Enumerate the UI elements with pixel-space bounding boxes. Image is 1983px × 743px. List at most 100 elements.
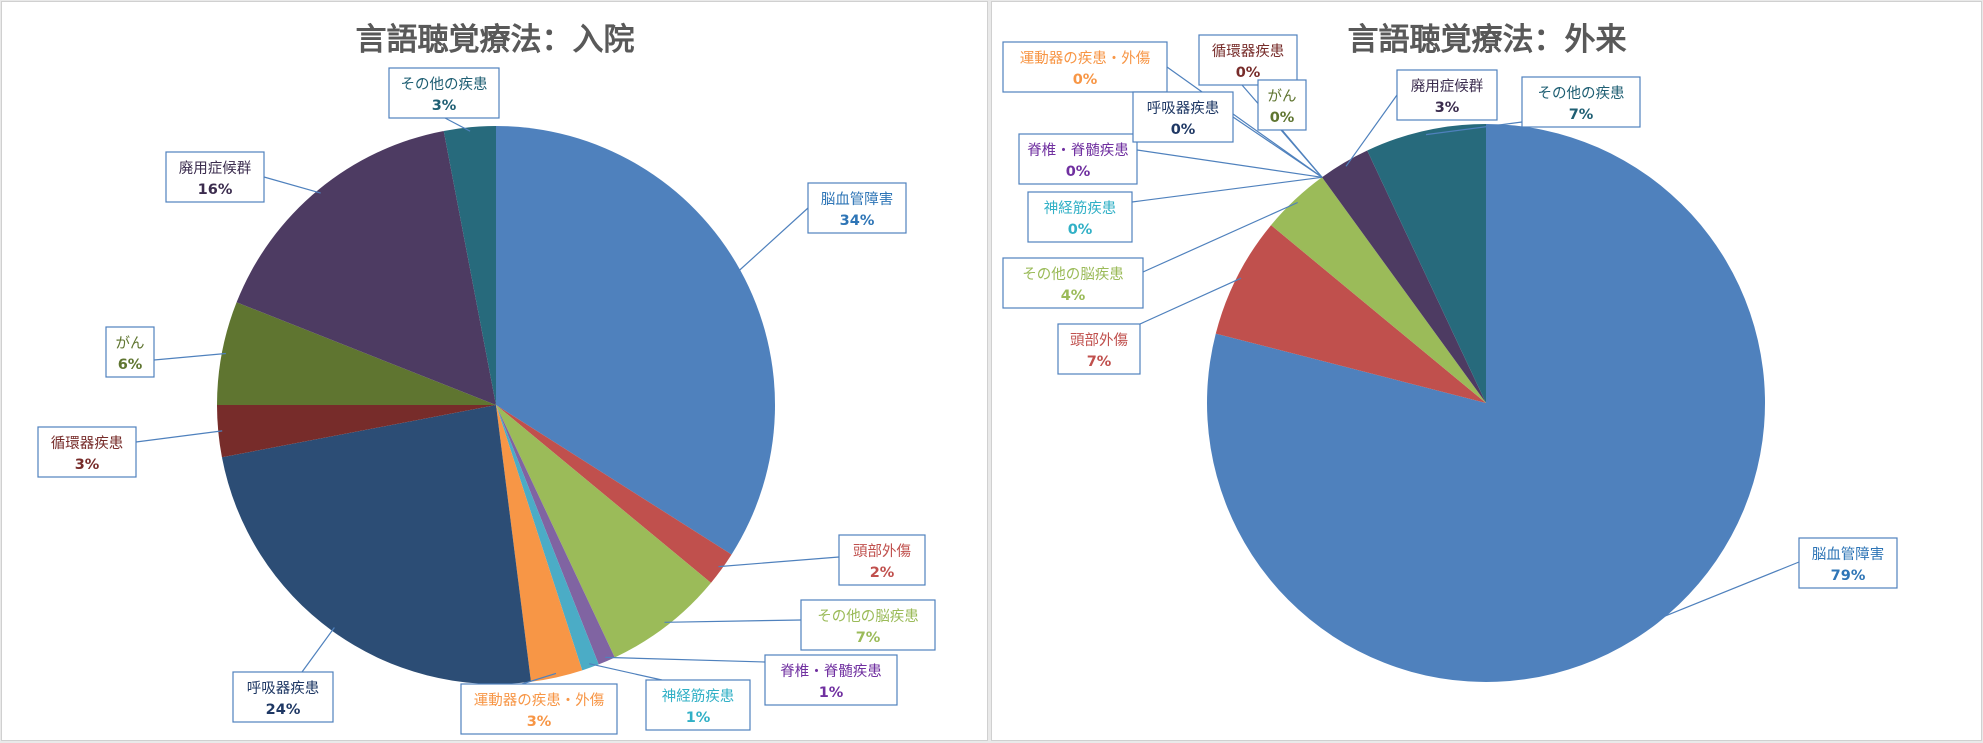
- data-label-name: 神経筋疾患: [662, 688, 735, 705]
- data-label-value: 0%: [1236, 65, 1261, 81]
- pie-slice-outpatient-1: [1215, 225, 1486, 403]
- data-label: 呼吸器疾患 24%: [232, 671, 334, 723]
- data-label-box: [1798, 537, 1898, 589]
- pie-slice-outpatient-0: [1207, 124, 1766, 683]
- data-label-value: 3%: [1435, 100, 1460, 116]
- pie-slice-inpatient-6: [221, 405, 531, 685]
- data-label: その他の脳疾患 7%: [800, 599, 936, 651]
- data-label-box: [388, 67, 500, 119]
- data-label: 循環器疾患 0%: [1198, 34, 1298, 86]
- leader-line: [1142, 201, 1298, 273]
- pie-slice-inpatient-0: [496, 125, 776, 555]
- pie-slice-inpatient-4: [496, 405, 599, 671]
- data-label: 循環器疾患 3%: [37, 426, 137, 478]
- data-label-box: [645, 679, 751, 731]
- data-label-name: 循環器疾患: [1212, 43, 1285, 60]
- data-label-value: 24%: [266, 702, 301, 718]
- leader-line: [589, 663, 663, 681]
- data-label-name: 廃用症候群: [179, 159, 252, 177]
- data-label-box: [105, 326, 155, 378]
- data-label-name: その他の疾患: [401, 76, 488, 93]
- data-label-value: 4%: [1061, 288, 1086, 304]
- data-label-box: [1002, 41, 1168, 93]
- data-label-value: 0%: [1171, 122, 1196, 138]
- data-label: 脊椎・脊髄疾患 1%: [764, 654, 898, 706]
- leader-line: [1281, 129, 1323, 178]
- leader-line: [1139, 277, 1242, 325]
- data-label-name: 呼吸器疾患: [247, 680, 320, 697]
- data-label: 運動器の疾患・外傷 0%: [1002, 41, 1168, 93]
- data-label-box: [232, 671, 334, 723]
- data-label: 頭部外傷 7%: [1057, 323, 1141, 375]
- pie-slice-outpatient-9: [1322, 150, 1486, 403]
- data-label: 廃用症候群 3%: [1396, 69, 1498, 121]
- data-label-box: [764, 654, 898, 706]
- data-label-box: [37, 426, 137, 478]
- pie-slice-inpatient-1: [496, 405, 732, 583]
- pie-slice-outpatient-2: [1271, 177, 1486, 403]
- data-label-value: 0%: [1068, 222, 1093, 238]
- data-label-name: がん: [1268, 88, 1297, 105]
- leader-line: [135, 430, 223, 443]
- data-label: 頭部外傷 2%: [838, 534, 926, 586]
- data-label: 運動器の疾患・外傷 3%: [460, 683, 618, 735]
- data-label-box: [807, 182, 907, 234]
- data-label-value: 1%: [819, 685, 844, 701]
- labels-inpatient: 脳血管障害 34% 頭部外傷 2% その他の脳疾患 7% 脊椎・脊髄疾患 1% 神経筋疾患 1% 運…: [37, 67, 936, 735]
- pie-chart-inpatient: 言語聴覚療法：入院 脳血管障害 34% 頭部外傷 2% その他の脳疾患 7% 脊椎・脊髄疾患…: [37, 22, 936, 735]
- data-label-box: [1002, 257, 1144, 309]
- leader-line: [1131, 176, 1323, 203]
- data-label: 脳血管障害 79%: [1798, 537, 1898, 589]
- data-label: 神経筋疾患 0%: [1027, 191, 1133, 243]
- data-label: 神経筋疾患 1%: [645, 679, 751, 731]
- data-label: 呼吸器疾患 0%: [1132, 91, 1234, 143]
- leader-line: [1166, 66, 1323, 178]
- data-label: 廃用症候群 16%: [165, 151, 265, 203]
- data-label-box: [1027, 191, 1133, 243]
- data-label-value: 7%: [856, 630, 881, 646]
- leader-line: [736, 207, 809, 273]
- data-label-value: 16%: [198, 182, 233, 198]
- chart-title-outpatient: 言語聴覚療法：外来: [1348, 22, 1627, 58]
- data-label-box: [800, 599, 936, 651]
- slices-outpatient: [1207, 124, 1766, 683]
- leader-line: [153, 352, 226, 361]
- data-label-name: 循環器疾患: [51, 435, 124, 452]
- data-label-box: [460, 683, 618, 735]
- data-label-box: [1257, 79, 1307, 131]
- data-label-value: 34%: [840, 213, 875, 229]
- data-label-name: 神経筋疾患: [1044, 200, 1117, 217]
- data-label-box: [1396, 69, 1498, 121]
- leaders-outpatient: [1131, 66, 1800, 621]
- data-label-value: 0%: [1270, 110, 1295, 126]
- data-label: その他の疾患 3%: [388, 67, 500, 119]
- data-label-value: 79%: [1831, 568, 1866, 584]
- pie-slice-inpatient-9: [236, 130, 496, 405]
- data-label-value: 0%: [1066, 164, 1091, 180]
- data-label: その他の脳疾患 4%: [1002, 257, 1144, 309]
- data-label-value: 3%: [75, 457, 100, 473]
- data-label-value: 7%: [1569, 107, 1594, 123]
- leader-line: [1425, 121, 1523, 136]
- data-label-name: 脊椎・脊髄疾患: [1027, 142, 1129, 159]
- data-label-box: [1521, 76, 1641, 128]
- pie-slice-inpatient-2: [496, 405, 711, 658]
- pie-slice-inpatient-7: [217, 405, 496, 458]
- leader-line: [1232, 116, 1323, 178]
- data-label-name: 呼吸器疾患: [1147, 100, 1220, 117]
- chart-panel-inpatient: 言語聴覚療法：入院 脳血管障害 34% 頭部外傷 2% その他の脳疾患 7% 脊椎・脊髄疾患…: [1, 1, 988, 741]
- leader-line: [521, 672, 557, 685]
- data-label: がん 6%: [105, 326, 155, 378]
- leader-line: [605, 656, 766, 663]
- data-label: その他の疾患 7%: [1521, 76, 1641, 128]
- data-label-name: 脳血管障害: [821, 190, 894, 208]
- pie-chart-outpatient: 言語聴覚療法：外来 脳血管障害 79% 頭部外傷 7% その他の脳疾患 4% 神経筋疾患 0%…: [1002, 22, 1898, 683]
- data-label-name: その他の脳疾患: [1022, 266, 1124, 283]
- data-label: 脳血管障害 34%: [807, 182, 907, 234]
- data-label-value: 7%: [1087, 354, 1112, 370]
- data-label-name: その他の脳疾患: [817, 608, 919, 625]
- data-label-name: がん: [116, 335, 145, 352]
- data-label-name: 廃用症候群: [1411, 77, 1484, 95]
- pie-slice-inpatient-8: [217, 302, 496, 405]
- data-label-value: 3%: [432, 98, 457, 114]
